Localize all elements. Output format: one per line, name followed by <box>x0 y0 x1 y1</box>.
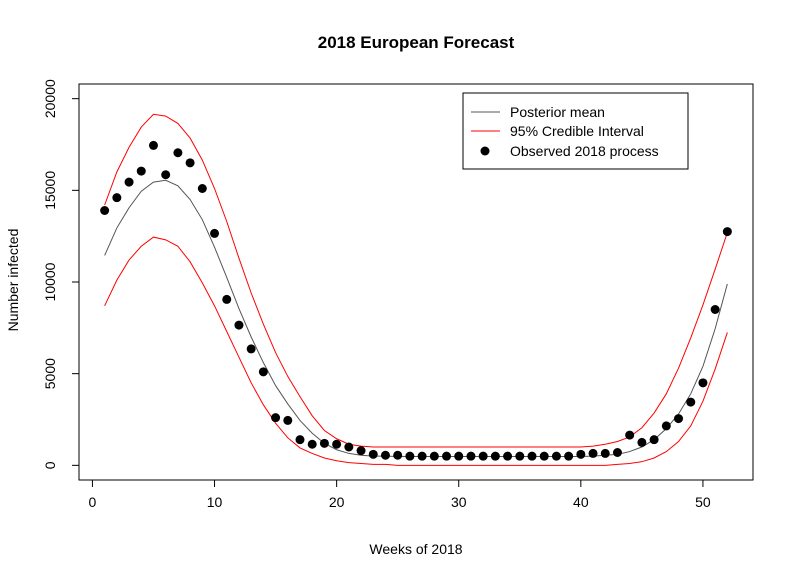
observed-point <box>625 430 635 440</box>
observed-point <box>576 449 586 459</box>
observed-point <box>722 227 732 237</box>
observed-point <box>148 140 158 150</box>
observed-point <box>185 158 195 168</box>
observed-point <box>307 439 317 449</box>
observed-point <box>515 451 525 461</box>
series-line-credible-interval-lower <box>104 236 728 466</box>
y-axis-title: Number infected <box>5 229 21 332</box>
observed-point <box>295 435 305 445</box>
legend: Posterior mean 95% Credible Interval Obs… <box>462 92 689 170</box>
observed-point <box>612 448 622 457</box>
observed-point <box>283 415 293 425</box>
observed-point <box>161 170 171 180</box>
observed-point <box>637 437 647 447</box>
series-layer <box>100 113 732 466</box>
observed-point <box>356 446 366 456</box>
observed-point <box>478 451 488 461</box>
observed-point <box>600 448 610 458</box>
observed-point <box>368 449 378 459</box>
x-axis: 0 10 20 30 40 50 <box>89 479 711 510</box>
observed-point <box>332 439 342 449</box>
observed-point <box>319 438 329 448</box>
observed-point <box>112 193 122 203</box>
x-tick-label: 10 <box>207 494 223 510</box>
observed-point <box>551 451 561 461</box>
observed-point <box>454 451 464 461</box>
observed-point <box>674 414 684 424</box>
observed-point <box>173 148 183 158</box>
observed-point <box>197 184 207 193</box>
observed-point <box>661 421 671 431</box>
series-line-95-credible-interval <box>104 113 728 448</box>
y-tick-label: 10000 <box>42 262 58 301</box>
observed-point <box>136 166 146 176</box>
observed-point <box>490 451 500 461</box>
observed-point <box>429 451 439 461</box>
observed-point <box>124 177 134 187</box>
series-line-posterior-mean <box>104 179 728 458</box>
x-tick-label: 50 <box>695 494 711 510</box>
observed-point <box>698 378 708 388</box>
x-tick-label: 20 <box>329 494 345 510</box>
observed-point <box>344 442 354 452</box>
y-axis: 0 5000 10000 15000 20000 <box>42 79 80 469</box>
observed-point <box>710 305 720 314</box>
legend-label-credible-interval: 95% Credible Interval <box>510 123 644 139</box>
observed-point <box>527 451 537 461</box>
observed-point <box>246 344 256 354</box>
observed-point <box>380 450 390 460</box>
observed-point <box>271 413 281 423</box>
legend-box <box>462 92 689 170</box>
observed-point <box>564 451 574 461</box>
observed-point <box>393 450 403 460</box>
observed-point <box>588 448 598 458</box>
observed-point <box>503 451 513 461</box>
observed-point <box>405 451 415 461</box>
observed-point <box>258 367 268 377</box>
observed-point <box>649 435 659 445</box>
y-tick-label: 15000 <box>42 171 58 210</box>
observed-point <box>466 451 476 461</box>
x-tick-label: 40 <box>573 494 589 510</box>
legend-label-observed: Observed 2018 process <box>510 143 659 159</box>
observed-point <box>417 451 427 461</box>
chart-title: 2018 European Forecast <box>318 33 515 52</box>
x-axis-title: Weeks of 2018 <box>369 541 462 557</box>
y-tick-label: 20000 <box>42 79 58 118</box>
observed-point <box>100 206 110 215</box>
observed-point <box>442 451 452 461</box>
legend-label-posterior-mean: Posterior mean <box>510 104 605 120</box>
legend-swatch-observed <box>480 146 490 156</box>
x-tick-label: 0 <box>89 494 97 510</box>
observed-point <box>222 294 232 304</box>
y-tick-label: 0 <box>42 461 58 469</box>
observed-point <box>686 397 696 407</box>
y-tick-label: 5000 <box>42 358 58 389</box>
observed-point <box>234 320 244 330</box>
x-tick-label: 30 <box>451 494 467 510</box>
observed-point <box>539 451 549 461</box>
observed-point <box>210 228 220 238</box>
